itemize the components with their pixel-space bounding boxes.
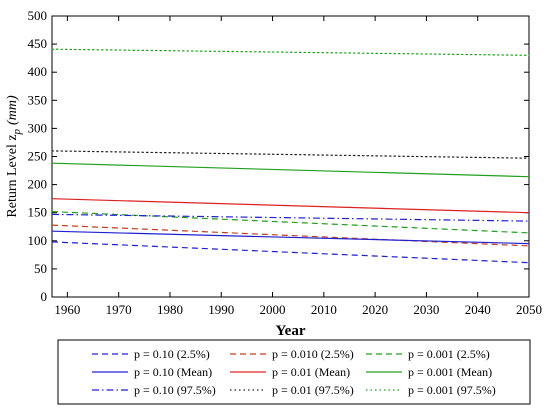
- x-tick-label: 2040: [465, 302, 491, 317]
- series-line-9: [51, 48, 530, 56]
- x-axis-label: Year: [276, 323, 306, 339]
- series-line-3: [51, 211, 530, 234]
- plot-frame: [51, 15, 530, 298]
- legend-item: p = 0.010 (2.5%): [230, 347, 354, 361]
- legend-item: p = 0.10 (Mean): [92, 365, 212, 379]
- y-axis-label-subscript: p: [11, 128, 23, 135]
- legend-item: p = 0.001 (Mean): [366, 365, 492, 379]
- y-tick-label: 150: [28, 205, 48, 220]
- x-tick-label: 2050: [516, 302, 542, 317]
- legend: p = 0.10 (2.5%) p = 0.010 (2.5%) p = 0.001…: [57, 339, 531, 405]
- y-tick-label: 350: [28, 92, 48, 107]
- y-tick-label: 0: [41, 289, 48, 304]
- x-tick-label: 1970: [106, 302, 132, 317]
- series-line-1: [51, 241, 530, 264]
- legend-item: p = 0.001 (97.5%): [366, 383, 496, 397]
- legend-label: p = 0.001 (97.5%): [408, 383, 496, 397]
- legend-item: p = 0.01 (97.5%): [230, 383, 354, 397]
- y-axis-label-unit: (mm): [5, 95, 20, 125]
- legend-item: p = 0.01 (Mean): [230, 365, 350, 379]
- legend-item: p = 0.10 (2.5%): [92, 347, 210, 361]
- y-tick-label: 300: [28, 120, 48, 135]
- legend-label: p = 0.01 (Mean): [272, 365, 350, 379]
- y-axis-ticks: 0 50 100 150 200 250 300 350 400 450 500: [28, 8, 529, 304]
- x-tick-label: 2000: [260, 302, 286, 317]
- legend-box: [57, 339, 531, 405]
- y-axis-label: Return Level zp (mm): [5, 95, 23, 218]
- y-tick-label: 500: [28, 8, 48, 23]
- x-tick-label: 2020: [362, 302, 388, 317]
- y-tick-label: 100: [28, 233, 48, 248]
- x-axis-ticks: 1960 1970 1980 1990 2000 2010 2020 2030 2040 2050: [54, 16, 542, 317]
- y-tick-label: 50: [34, 261, 47, 276]
- series-line-2: [51, 224, 530, 247]
- x-tick-label: 2030: [413, 302, 439, 317]
- legend-label: p = 0.010 (2.5%): [272, 347, 354, 361]
- series-line-6: [51, 162, 530, 178]
- plot-area: [51, 15, 530, 298]
- x-tick-label: 2010: [311, 302, 337, 317]
- legend-label: p = 0.10 (97.5%): [134, 383, 216, 397]
- legend-item: p = 0.10 (97.5%): [92, 383, 216, 397]
- x-tick-label: 1990: [208, 302, 234, 317]
- series-line-4: [51, 230, 530, 245]
- x-tick-label: 1980: [157, 302, 183, 317]
- legend-label: p = 0.01 (97.5%): [272, 383, 354, 397]
- y-tick-label: 400: [28, 64, 48, 79]
- series-line-5: [51, 198, 530, 214]
- legend-label: p = 0.001 (Mean): [408, 365, 492, 379]
- y-tick-label: 450: [28, 36, 48, 51]
- series-layer: [51, 48, 530, 264]
- legend-label: p = 0.001 (2.5%): [408, 347, 490, 361]
- y-axis-label-main: Return Level z: [5, 134, 20, 217]
- legend-item: p = 0.001 (2.5%): [366, 347, 490, 361]
- legend-label: p = 0.10 (Mean): [134, 365, 212, 379]
- series-line-7: [51, 213, 530, 222]
- y-tick-label: 250: [28, 149, 48, 164]
- legend-label: p = 0.10 (2.5%): [134, 347, 210, 361]
- y-tick-label: 200: [28, 177, 48, 192]
- x-tick-label: 1960: [54, 302, 80, 317]
- series-line-8: [51, 150, 530, 159]
